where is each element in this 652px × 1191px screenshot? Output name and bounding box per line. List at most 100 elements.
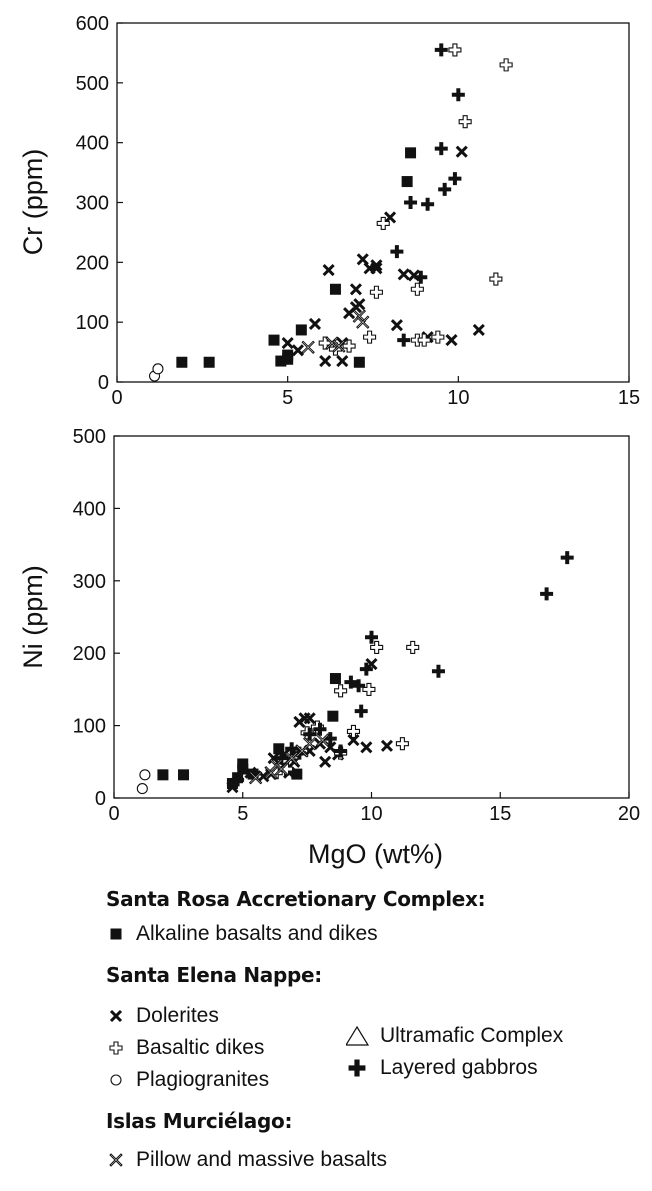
ni-y-tick-label: 200 (73, 643, 106, 665)
legend-group-title-santa-rosa: Santa Rosa Accretionary Complex: (106, 887, 486, 911)
cr-point-open-cross (489, 272, 503, 286)
ni-point-x (318, 755, 332, 769)
cr-point-x (291, 343, 305, 357)
ni-x-tick-label: 10 (360, 803, 382, 825)
ni-point-square (327, 710, 339, 722)
cr-y-tick-label: 500 (76, 73, 109, 95)
ni-point-open-cross (406, 640, 420, 654)
legend-item-alkaline: Alkaline basalts and dikes (106, 918, 646, 950)
ni-y-tick-label: 100 (73, 716, 106, 738)
ni-x-tick-label: 15 (489, 803, 511, 825)
ni-point-x (359, 740, 373, 754)
ni-x-tick-label: 5 (237, 803, 248, 825)
cr-point-x (349, 282, 363, 296)
cr-point-open-cross (363, 330, 377, 344)
cr-x-tick-label: 5 (282, 387, 293, 409)
legend-item-ultramafic: Ultramafic Complex (346, 1020, 563, 1052)
cr-point-square (282, 349, 294, 361)
legend-label-gabbros: Layered gabbros (380, 1056, 538, 1079)
ni-point-square (157, 769, 169, 781)
cr-point-x (281, 336, 295, 350)
legend-item-plagiogranites: Plagiogranites (106, 1064, 346, 1096)
ni-point-x (380, 739, 394, 753)
cr-point-x (335, 354, 349, 368)
cr-point-filled-cross (451, 88, 465, 102)
ni-point-filled-cross (540, 587, 554, 601)
cr-point-filled-cross (390, 245, 404, 259)
legend-group-title-santa-elena: Santa Elena Nappe: (106, 963, 322, 987)
ni-point-square (329, 673, 341, 685)
ni-point-open-cross (395, 737, 409, 751)
cr-x-tick-label: 0 (111, 387, 122, 409)
cr-point-square (176, 356, 188, 368)
cr-point-square (401, 176, 413, 188)
ni-y-tick-label: 300 (73, 571, 106, 593)
cr-point-filled-cross (448, 172, 462, 186)
cr-y-tick-label: 200 (76, 252, 109, 274)
cr-point-square (295, 324, 307, 336)
cr-point-filled-cross (434, 43, 448, 57)
cr-x-tick-label: 15 (618, 387, 640, 409)
legend-item-basaltic-dikes: Basaltic dikes (106, 1032, 346, 1064)
cr-point-open-cross (369, 285, 383, 299)
cr-point-square (203, 356, 215, 368)
cr-point-x (322, 263, 336, 277)
cr-y-tick-label: 0 (98, 372, 109, 394)
cr-point-filled-cross (397, 333, 411, 347)
cr-point-open-cross (448, 43, 462, 57)
cr-plot-frame (116, 22, 630, 383)
cr-point-x (472, 323, 486, 337)
legend-label-basaltic-dikes: Basaltic dikes (136, 1036, 265, 1059)
cr-y-tick-label: 600 (76, 13, 109, 35)
ni-point-filled-cross (354, 704, 368, 718)
legend-group-title-murcielago: Islas Murciélago: (106, 1109, 293, 1133)
cr-point-x (308, 317, 322, 331)
cr-point-x (390, 318, 404, 332)
ni-point-filled-cross (560, 551, 574, 565)
cr-y-tick-label: 400 (76, 133, 109, 155)
ni-y-tick-label: 400 (73, 498, 106, 520)
x-marker-icon (106, 1005, 136, 1027)
cr-y-tick-label: 100 (76, 312, 109, 334)
ni-point-square (178, 769, 190, 781)
circle-marker-icon (106, 1069, 136, 1091)
cr-point-square (268, 334, 280, 346)
cr-point-filled-cross (438, 182, 452, 196)
legend-label-plagiogranites: Plagiogranites (136, 1068, 270, 1091)
cr-point-open-cross (431, 330, 445, 344)
cr-y-tick-label: 300 (76, 193, 109, 215)
cr-point-x (356, 252, 370, 266)
cr-point-circle (152, 363, 164, 375)
legend-item-dolerites: Dolerites (106, 1000, 346, 1032)
cr-point-open-cross (499, 58, 513, 72)
cr-point-square (353, 356, 365, 368)
cr-point-filled-cross (421, 197, 435, 211)
cr-point-crossed-x (301, 340, 315, 354)
cr-point-open-cross (410, 282, 424, 296)
cr-point-open-cross (458, 115, 472, 129)
cr-point-square (329, 283, 341, 295)
cr-y-axis-label: Cr (ppm) (18, 149, 48, 256)
cr-point-x (445, 333, 459, 347)
legend: Santa Rosa Accretionary Complex: Alkalin… (106, 884, 646, 1176)
ni-point-circle (136, 783, 148, 795)
ni-point-filled-cross (431, 664, 445, 678)
ni-x-tick-label: 0 (108, 803, 119, 825)
ni-x-tick-label: 20 (618, 803, 640, 825)
legend-label-alkaline: Alkaline basalts and dikes (136, 922, 378, 945)
ni-point-open-cross (334, 684, 348, 698)
cr-point-x (352, 297, 366, 311)
cr-point-filled-cross (434, 142, 448, 156)
ni-y-axis-label: Ni (ppm) (18, 565, 48, 669)
legend-label-ultramafic: Ultramafic Complex (380, 1024, 564, 1047)
cr-vs-mgo-chart: 0 5 10 15 0 100 200 300 400 500 600 Cr (ppm) (18, 13, 640, 409)
ni-x-axis-label: MgO (wt%) (308, 839, 443, 869)
legend-item-pillow: Pillow and massive basalts (106, 1144, 646, 1176)
cr-point-x (318, 354, 332, 368)
cr-point-x (455, 145, 469, 159)
filled-cross-marker-icon (346, 1057, 376, 1079)
cr-point-filled-cross (404, 196, 418, 209)
cr-x-tick-label: 10 (447, 387, 469, 409)
legend-label-pillow: Pillow and massive basalts (136, 1148, 387, 1171)
